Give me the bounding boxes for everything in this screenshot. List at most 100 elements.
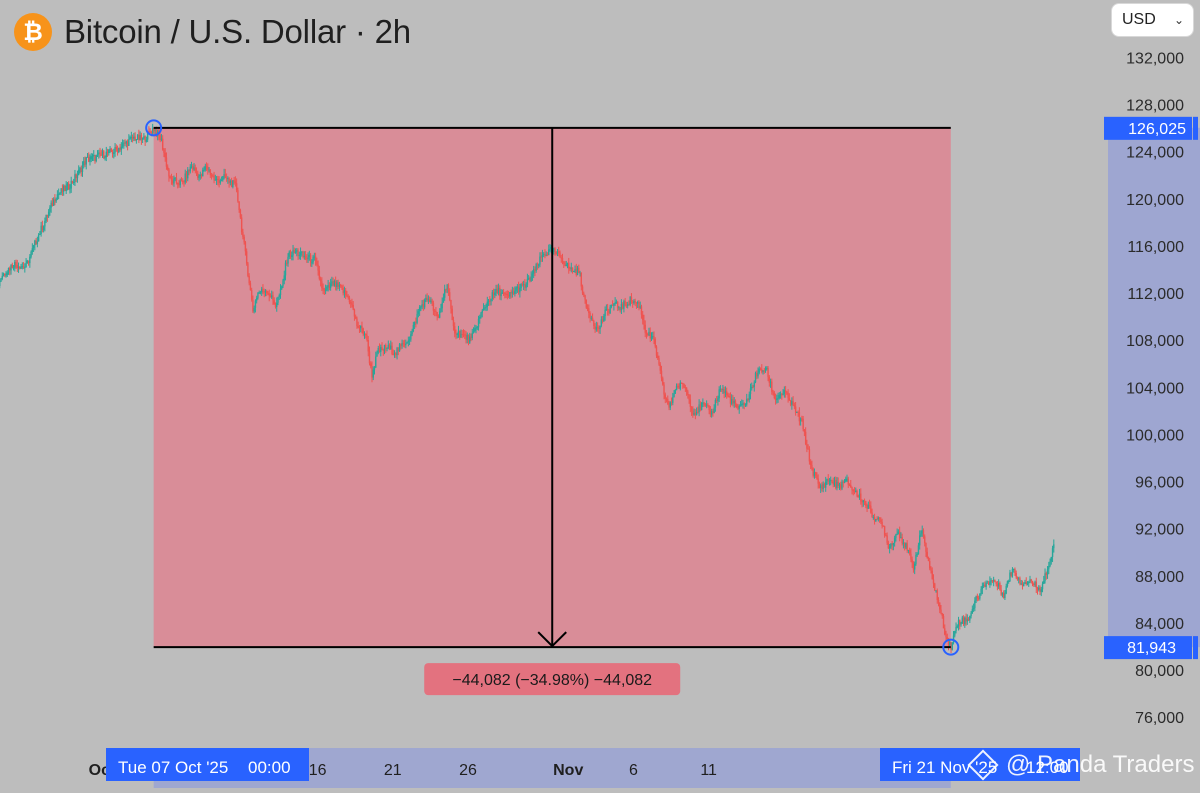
candle-body bbox=[775, 398, 776, 400]
candle-body bbox=[248, 276, 249, 283]
candle-body bbox=[35, 241, 36, 244]
candle-body bbox=[543, 254, 544, 255]
candle-body bbox=[301, 252, 302, 253]
candle-body bbox=[222, 176, 223, 180]
x-tick-label: 26 bbox=[459, 762, 477, 779]
candle-body bbox=[190, 167, 191, 172]
candle-body bbox=[266, 291, 267, 293]
candle-body bbox=[421, 304, 422, 306]
candle-body bbox=[910, 554, 911, 560]
candle-body bbox=[355, 317, 356, 319]
candle-body bbox=[134, 137, 135, 141]
candle-body bbox=[558, 251, 559, 252]
candle-body bbox=[904, 543, 905, 548]
candle-body bbox=[19, 267, 20, 269]
candle-body bbox=[512, 292, 513, 294]
candle-body bbox=[426, 298, 427, 300]
candle-body bbox=[755, 373, 756, 382]
candle-body bbox=[764, 371, 765, 372]
candle-body bbox=[932, 571, 933, 580]
candle-body bbox=[188, 170, 189, 172]
candle-body bbox=[509, 292, 510, 296]
candle-body bbox=[626, 305, 627, 307]
candle-body bbox=[853, 490, 854, 491]
candle-body bbox=[29, 257, 30, 263]
candle-body bbox=[1038, 588, 1039, 590]
candle-body bbox=[850, 485, 851, 487]
candle-body bbox=[945, 635, 946, 638]
candle-body bbox=[167, 167, 168, 170]
candle-body bbox=[97, 154, 98, 155]
candle-body bbox=[835, 480, 836, 488]
candle-body bbox=[124, 143, 125, 144]
candle-body bbox=[207, 167, 208, 170]
candle-body bbox=[403, 343, 404, 344]
candle-body bbox=[320, 279, 321, 282]
candle-body bbox=[241, 217, 242, 232]
candle-body bbox=[76, 174, 77, 178]
candle-body bbox=[1044, 573, 1045, 581]
candle-body bbox=[28, 261, 29, 263]
candle-body bbox=[1012, 569, 1013, 576]
y-tick-label: 96,000 bbox=[1135, 475, 1184, 492]
candle-body bbox=[963, 618, 964, 625]
candle-body bbox=[914, 564, 915, 570]
candle-body bbox=[122, 144, 123, 147]
candle-body bbox=[540, 257, 541, 258]
candle-body bbox=[756, 373, 757, 376]
watermark-text: @ Panda Traders bbox=[1006, 751, 1194, 779]
candle-body bbox=[734, 401, 735, 404]
candle-body bbox=[746, 399, 747, 405]
candle-body bbox=[927, 552, 928, 558]
candle-body bbox=[825, 482, 826, 488]
candle-body bbox=[611, 305, 612, 307]
candle-body bbox=[126, 141, 127, 143]
candle-body bbox=[132, 137, 133, 139]
candle-body bbox=[984, 585, 985, 587]
candle-body bbox=[375, 357, 376, 368]
candle-body bbox=[838, 482, 839, 486]
candle-body bbox=[494, 293, 495, 296]
y-tick-label: 108,000 bbox=[1126, 333, 1184, 350]
candle-body bbox=[973, 608, 974, 609]
candle-body bbox=[107, 152, 108, 153]
candle-body bbox=[154, 130, 155, 131]
candle-body bbox=[396, 348, 397, 355]
candle-body bbox=[245, 242, 246, 251]
candle-body bbox=[992, 580, 993, 581]
candle-body bbox=[592, 318, 593, 321]
candle-body bbox=[393, 354, 394, 355]
candle-body bbox=[606, 309, 607, 310]
candle-body bbox=[686, 388, 687, 392]
candle-body bbox=[25, 263, 26, 267]
candle-body bbox=[822, 484, 823, 489]
candle-body bbox=[717, 398, 718, 400]
candle-body bbox=[479, 317, 480, 319]
candle-body bbox=[599, 326, 600, 329]
candle-body bbox=[231, 181, 232, 187]
candle-body bbox=[133, 137, 134, 139]
candle-body bbox=[356, 319, 357, 327]
candle-body bbox=[518, 287, 519, 293]
candle-body bbox=[376, 353, 377, 357]
candle-body bbox=[217, 179, 218, 180]
candle-body bbox=[662, 378, 663, 384]
candle-body bbox=[517, 287, 518, 288]
candle-body bbox=[170, 176, 171, 178]
candle-body bbox=[964, 618, 965, 624]
candle-body bbox=[960, 623, 961, 624]
candle-body bbox=[446, 285, 447, 290]
candle-body bbox=[149, 131, 150, 132]
candle-body bbox=[290, 252, 291, 257]
candle-body bbox=[1027, 583, 1028, 584]
candle-body bbox=[242, 232, 243, 237]
currency-select[interactable]: USD ⌄ bbox=[1111, 3, 1194, 37]
candle-body bbox=[849, 485, 850, 486]
candle-body bbox=[596, 327, 597, 329]
candle-body bbox=[1003, 593, 1004, 598]
candle-body bbox=[987, 583, 988, 584]
candle-body bbox=[537, 264, 538, 265]
candle-body bbox=[274, 300, 275, 304]
